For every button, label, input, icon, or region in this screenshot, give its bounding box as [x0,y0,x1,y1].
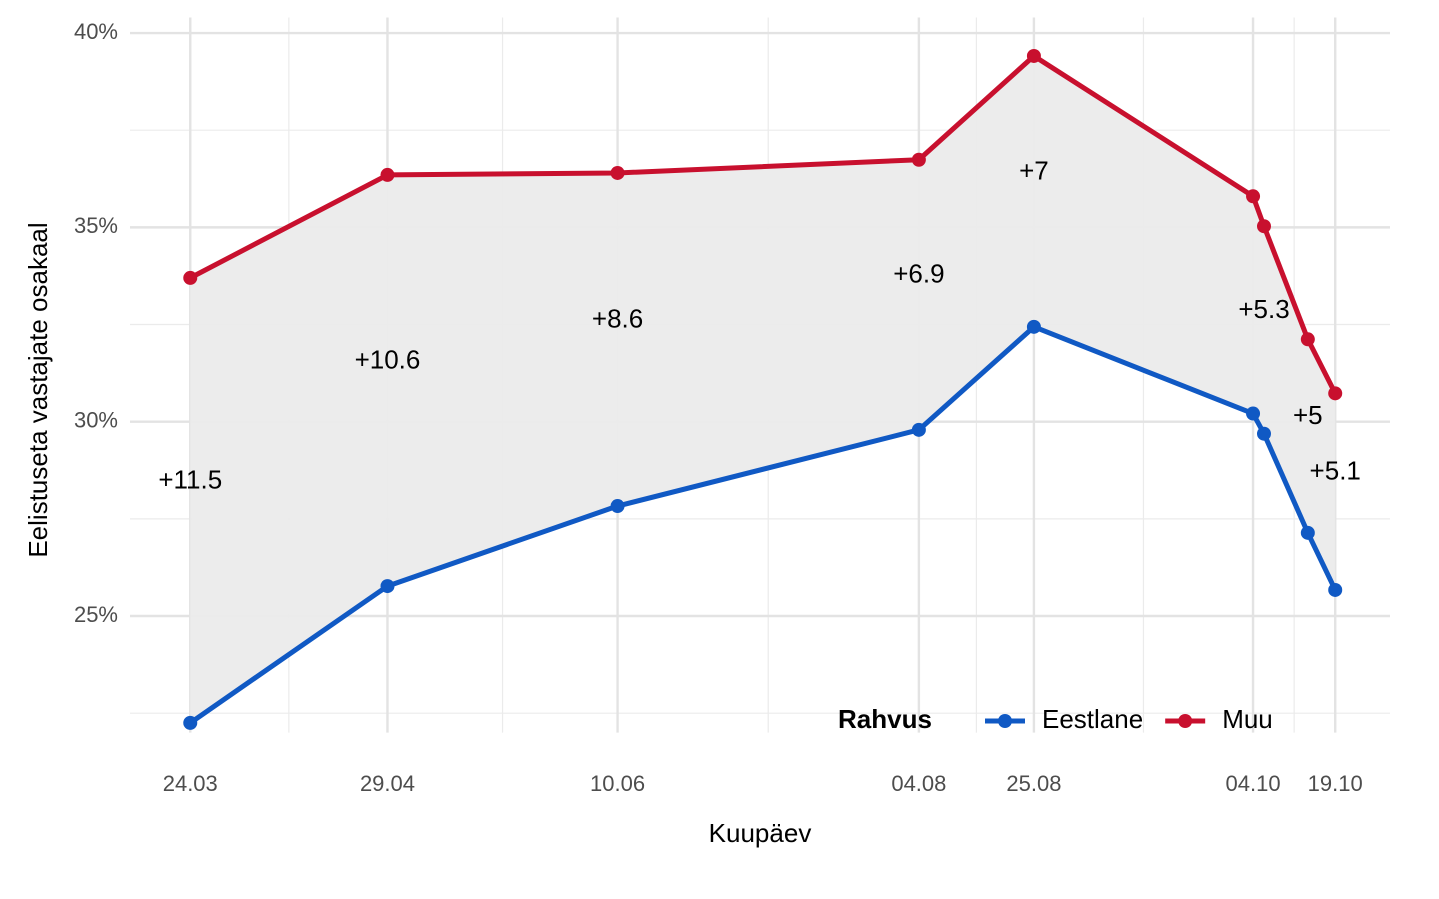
diff-label: +5.3 [1238,294,1289,324]
legend-swatch-point [998,714,1012,728]
point [380,167,395,182]
x-tick-label: 19.10 [1308,771,1363,796]
point [183,270,198,285]
point [1257,426,1271,441]
diff-label: +7 [1019,155,1049,185]
x-axis-title: Kuupäev [709,818,812,848]
point [183,715,198,730]
point [1328,582,1343,597]
legend-title: Rahvus [838,704,932,734]
y-tick-label: 35% [74,213,118,238]
point [1300,332,1315,347]
point [1026,48,1041,63]
point [1300,525,1315,540]
x-tick-label: 29.04 [360,771,415,796]
point [380,579,395,594]
point [610,165,625,180]
diff-label: +11.5 [158,464,222,494]
x-tick-label: 04.08 [891,771,946,796]
y-axis-title: Eelistuseta vastajate osakaal [23,222,53,557]
legend-label: Eestlane [1042,704,1143,734]
ribbon [190,55,1336,723]
point [610,499,625,514]
point [1246,189,1261,204]
x-tick-label: 24.03 [163,771,218,796]
point [1026,319,1041,334]
legend: Rahvus Eestlane Muu [838,704,1273,734]
point [911,422,926,437]
legend-swatch-point [1178,714,1193,728]
point [911,152,926,167]
y-tick-label: 30% [74,407,118,432]
y-tick-label: 40% [74,19,118,44]
diff-label: +10.6 [355,344,421,374]
point [1328,386,1343,401]
x-tick-label: 10.06 [590,771,645,796]
diff-label: +5 [1293,400,1323,430]
point [1246,406,1261,421]
legend-label: Muu [1222,704,1273,734]
diff-label: +5.1 [1310,456,1361,486]
x-tick-label: 04.10 [1226,771,1281,796]
diff-label: +6.9 [893,259,944,289]
x-tick-label: 25.08 [1006,771,1061,796]
y-tick-label: 25% [74,602,118,627]
diff-label: +8.6 [592,303,643,333]
point [1257,219,1271,234]
